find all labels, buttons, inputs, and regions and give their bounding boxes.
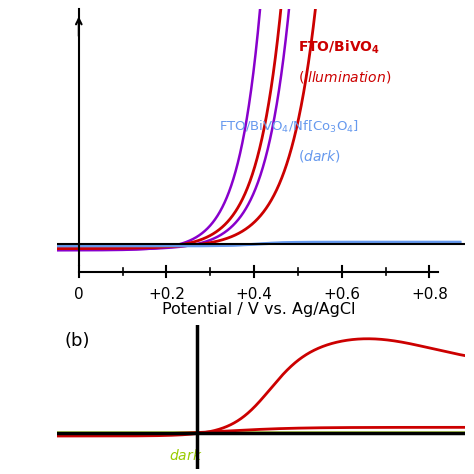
Text: ($\it{illumination}$): ($\it{illumination}$) [298,69,391,85]
Text: Potential / V vs. Ag/AgCl: Potential / V vs. Ag/AgCl [162,302,355,317]
Text: ($\it{dark}$): ($\it{dark}$) [298,148,341,164]
Text: (b): (b) [65,332,91,350]
Text: $\mathbf{FTO/BiVO_4}$: $\mathbf{FTO/BiVO_4}$ [298,38,380,56]
Text: $\mathrm{FTO/BiVO_4/Nf[Co_3O_4]}$: $\mathrm{FTO/BiVO_4/Nf[Co_3O_4]}$ [219,119,359,135]
Text: $\it{dark}$: $\it{dark}$ [169,448,202,464]
Text: 0: 0 [74,287,83,302]
Text: +0.2: +0.2 [148,287,185,302]
Text: +0.6: +0.6 [323,287,360,302]
Text: +0.4: +0.4 [236,287,273,302]
Text: +0.8: +0.8 [411,287,448,302]
